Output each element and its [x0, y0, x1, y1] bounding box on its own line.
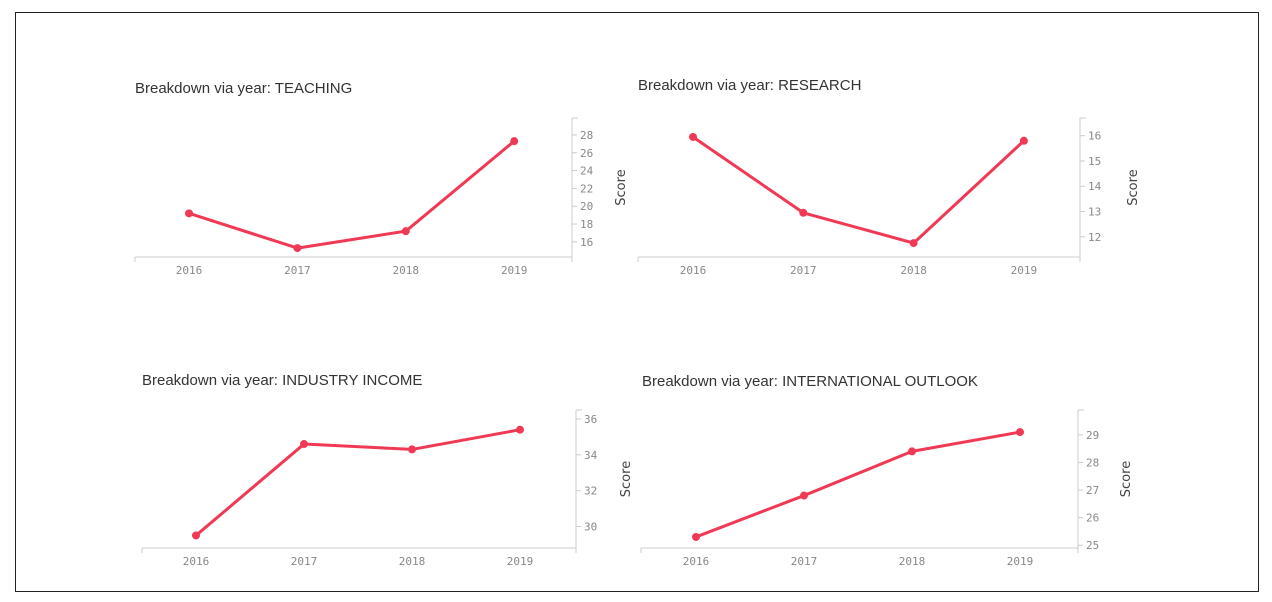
x-tick-label: 2018	[393, 264, 420, 277]
y-tick-label: 32	[584, 485, 597, 498]
data-point	[408, 445, 416, 454]
y-tick-label: 28	[1086, 456, 1099, 469]
x-tick-label: 2016	[183, 555, 210, 568]
x-tick-label: 2019	[1011, 264, 1038, 277]
chart-title: Breakdown via year: RESEARCH	[638, 77, 862, 94]
dashboard-frame	[15, 12, 1259, 592]
x-tick-label: 2017	[790, 264, 817, 277]
y-tick-label: 26	[1086, 512, 1099, 525]
y-tick-label: 12	[1088, 231, 1101, 244]
series-line	[195, 428, 521, 537]
data-point	[692, 532, 700, 541]
y-tick-label: 18	[580, 218, 593, 231]
y-axis-title: Score	[1126, 169, 1141, 205]
chart-title: Breakdown via year: INDUSTRY INCOME	[142, 372, 423, 389]
y-tick-label: 29	[1086, 429, 1099, 442]
y-tick-label: 13	[1088, 206, 1101, 219]
series-line	[695, 430, 1021, 539]
y-axis-title: Score	[614, 169, 629, 205]
y-tick-label: 34	[584, 449, 598, 462]
data-point	[516, 425, 524, 434]
y-tick-label: 28	[580, 129, 593, 142]
x-tick-label: 2016	[680, 264, 707, 277]
data-point	[185, 209, 193, 218]
y-tick-label: 36	[584, 413, 597, 426]
y-tick-label: 27	[1086, 484, 1099, 497]
data-point	[300, 440, 308, 449]
x-tick-label: 2018	[899, 555, 926, 568]
y-axis-title: Score	[1119, 461, 1134, 497]
chart-title: Breakdown via year: TEACHING	[135, 80, 353, 97]
data-point	[293, 244, 302, 253]
x-tick-label: 2016	[683, 555, 710, 568]
y-tick-label: 14	[1088, 180, 1102, 193]
y-tick-label: 20	[580, 200, 593, 213]
series-line	[188, 140, 516, 250]
y-tick-label: 25	[1086, 539, 1099, 552]
data-point	[192, 531, 200, 540]
y-tick-label: 16	[580, 236, 593, 249]
y-tick-label: 22	[580, 182, 593, 195]
y-axis-title: Score	[619, 461, 634, 497]
series-line	[692, 135, 1025, 245]
data-point	[1019, 136, 1028, 145]
data-point	[909, 239, 918, 248]
x-tick-label: 2019	[507, 555, 534, 568]
data-point	[510, 137, 519, 146]
x-tick-label: 2016	[176, 264, 203, 277]
x-tick-label: 2017	[291, 555, 318, 568]
y-tick-label: 26	[580, 147, 593, 160]
y-tick-label: 16	[1088, 130, 1101, 143]
chart-title: Breakdown via year: INTERNATIONAL OUTLOO…	[642, 373, 978, 390]
data-point	[800, 491, 808, 500]
x-tick-label: 2017	[791, 555, 818, 568]
x-tick-label: 2017	[284, 264, 311, 277]
data-point	[908, 447, 916, 456]
y-tick-label: 24	[580, 165, 594, 178]
x-tick-label: 2018	[399, 555, 426, 568]
data-point	[1016, 428, 1024, 437]
x-tick-label: 2018	[900, 264, 927, 277]
data-point	[689, 132, 697, 141]
y-tick-label: 30	[584, 520, 597, 533]
x-tick-label: 2019	[1007, 555, 1034, 568]
x-tick-label: 2019	[501, 264, 528, 277]
data-point	[799, 208, 808, 217]
y-tick-label: 15	[1088, 155, 1101, 168]
data-point	[401, 227, 410, 236]
